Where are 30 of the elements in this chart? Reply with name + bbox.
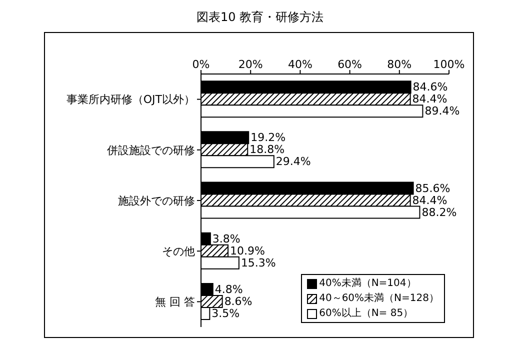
data-label: 3.8% <box>212 232 240 246</box>
data-label: 85.6% <box>415 182 450 195</box>
legend-label: 40%未満（N=104） <box>319 276 416 291</box>
data-label: 84.4% <box>412 92 448 106</box>
data-label: 10.9% <box>230 244 265 258</box>
data-label: 8.6% <box>224 294 252 308</box>
data-label: 88.2% <box>422 206 457 219</box>
x-tick-label: 100% <box>433 58 465 71</box>
y-tick-label: 事業所内研修（OJT以外） <box>66 93 195 106</box>
data-label: 18.8% <box>250 143 285 156</box>
y-tick-label: その他 <box>162 245 195 258</box>
y-tick-label: 併設施設での研修 <box>107 144 195 157</box>
legend-label: 60%以上（N= 85） <box>319 306 414 321</box>
x-tick-label: 40% <box>288 58 312 71</box>
x-tick-label: 60% <box>338 58 362 71</box>
x-tick-label: 80% <box>387 58 412 71</box>
data-label: 84.4% <box>412 194 448 207</box>
data-label: 4.8% <box>214 282 243 296</box>
data-label: 3.5% <box>212 306 240 320</box>
data-label: 89.4% <box>424 104 460 118</box>
chart-title: 図表10 教育・研修方法 <box>195 9 325 26</box>
x-tick-label: 20% <box>238 58 263 71</box>
data-label: 29.4% <box>276 155 311 168</box>
data-label: 19.2% <box>250 131 286 144</box>
data-label: 15.3% <box>240 256 276 270</box>
y-tick-label: 無 回 答 <box>155 296 195 309</box>
y-tick-label: 施設外での研修 <box>118 194 195 208</box>
x-tick-label: 0% <box>192 58 210 71</box>
data-label: 84.6% <box>412 80 448 94</box>
legend-label: 40～60%未満（N=128） <box>319 292 439 306</box>
